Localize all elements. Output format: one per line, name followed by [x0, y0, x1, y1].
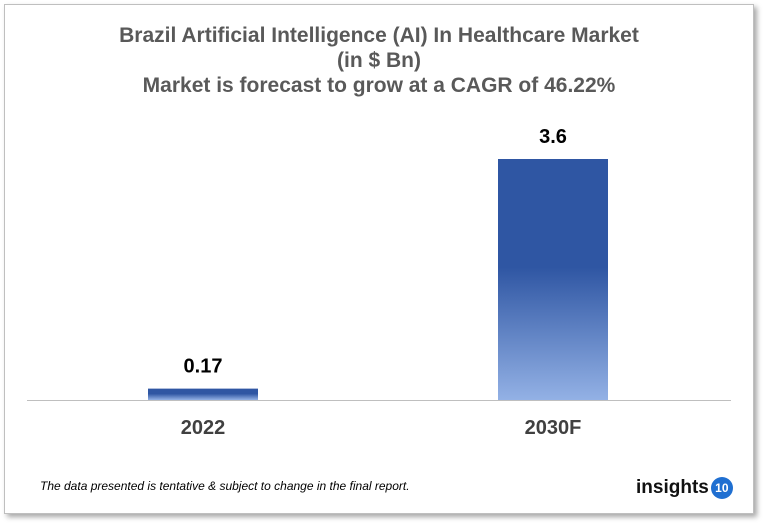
x-tick-label-2030f: 2030F — [525, 417, 582, 439]
footnote: The data presented is tentative & subjec… — [40, 479, 410, 493]
chart-frame: Brazil Artificial Intelligence (AI) In H… — [4, 4, 754, 514]
bar-chart: 0.17 2022 3.6 2030F — [27, 126, 731, 439]
data-label-2022: 0.17 — [184, 356, 223, 378]
bar-2022 — [148, 388, 258, 400]
chart-title-line-3: Market is forecast to grow at a CAGR of … — [142, 74, 616, 97]
insights10-logo: insights 10 — [636, 477, 733, 499]
chart-title-line-2: (in $ Bn) — [337, 49, 421, 72]
chart-title: Brazil Artificial Intelligence (AI) In H… — [5, 23, 753, 98]
x-tick-label-2022: 2022 — [181, 417, 226, 439]
bar-2030f — [498, 159, 608, 400]
logo-badge: 10 — [710, 477, 733, 499]
data-label-2030f: 3.6 — [539, 126, 567, 148]
chart-title-line-1: Brazil Artificial Intelligence (AI) In H… — [119, 24, 639, 47]
logo-text: insights — [636, 477, 709, 498]
